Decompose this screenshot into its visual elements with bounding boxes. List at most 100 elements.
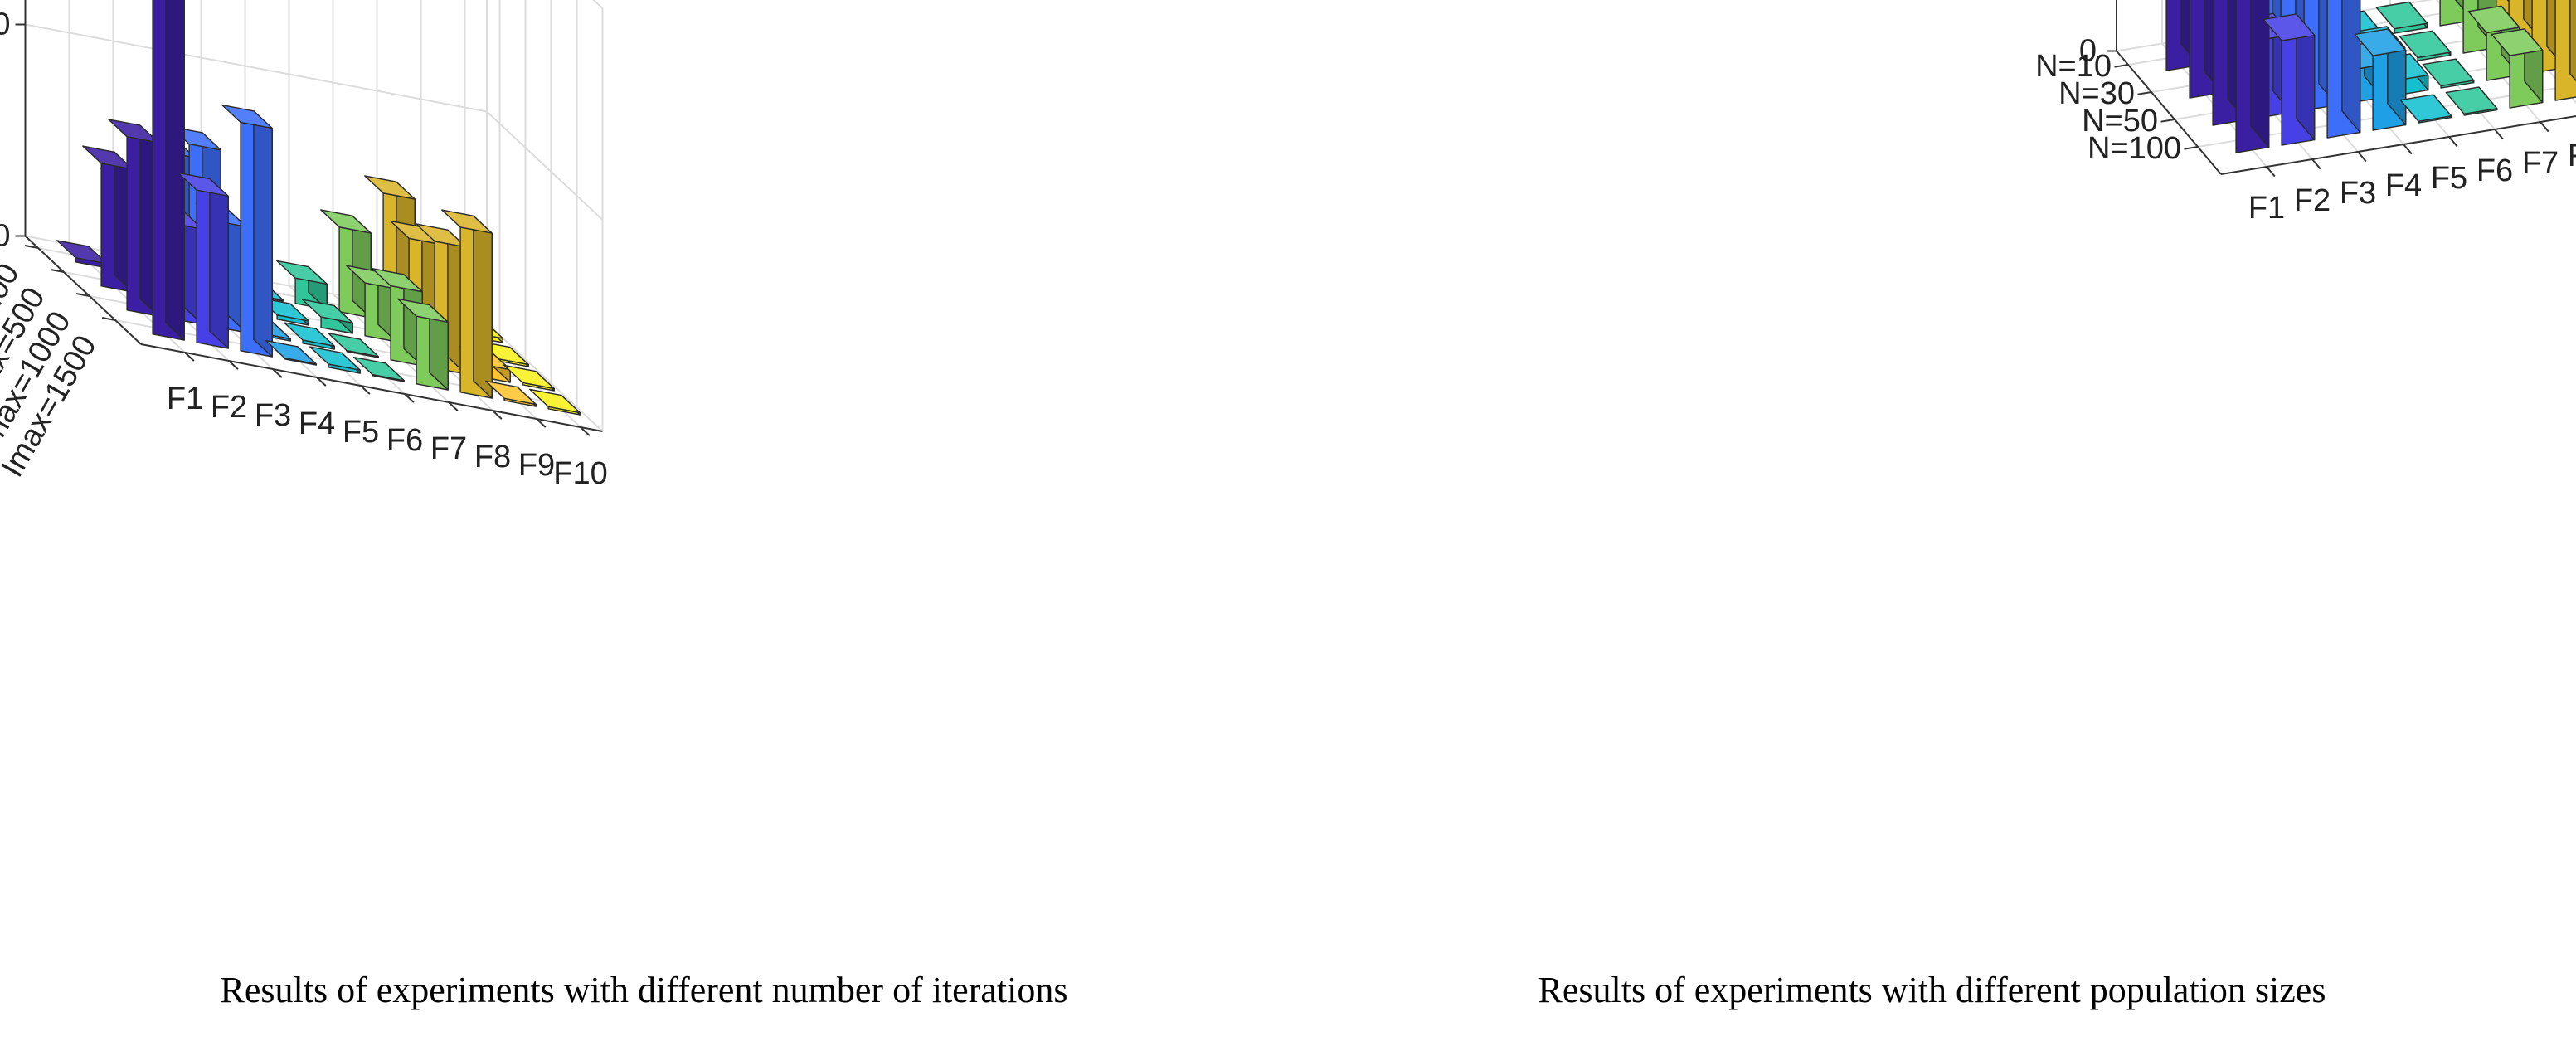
pop-bar-top xyxy=(2399,30,2452,59)
iter-x-tick-label-0: F1 xyxy=(167,382,203,416)
pop-x-tick-2 xyxy=(2357,151,2367,163)
pop-y-tick-0 xyxy=(2114,64,2129,68)
iter-x-tick-1 xyxy=(228,360,239,370)
iter-bar-side xyxy=(209,178,229,349)
pop-y-tick-2 xyxy=(2160,119,2175,123)
iter-x-tick-label-5: F6 xyxy=(386,423,423,458)
iter-bar-top xyxy=(82,145,134,170)
pop-y-tick-label-0: N=10 xyxy=(2035,49,2112,84)
iter-bar-Imax1500-F8 xyxy=(441,209,493,399)
iter-bar-Imax1500-F1 xyxy=(152,0,185,341)
pop-x-tick-label-5: F6 xyxy=(2476,153,2513,188)
iter-bar-side xyxy=(253,110,273,358)
iter-x-tick-9 xyxy=(580,426,591,436)
pop-bar-N50-F6 xyxy=(2422,58,2475,89)
iter-x-tick-2 xyxy=(272,368,283,378)
pop-bar-N100-F6 xyxy=(2445,86,2498,116)
pop-x-tick-6 xyxy=(2540,121,2549,133)
pop-bar-N10-F6 xyxy=(2375,1,2428,34)
pop-bar-top xyxy=(2445,86,2498,115)
pop-x-tick-label-6: F7 xyxy=(2522,146,2559,181)
iter-bar-top xyxy=(397,298,449,323)
iter-bar-top xyxy=(56,240,108,265)
iter-x-tick-label-1: F2 xyxy=(211,390,247,425)
pop-bar-side xyxy=(2341,0,2361,134)
iter-bar-Imax1500-F6 xyxy=(353,357,405,382)
pop-axes: 0100200F1F2F3F4F5F6F7F8F9F10N=10N=30N=50… xyxy=(2035,0,2576,226)
iter-bar-Imax100-F6 xyxy=(276,260,328,310)
pop-y-tick-3 xyxy=(2184,146,2199,150)
caption-iterations: Results of experiments with different nu… xyxy=(220,970,1068,1010)
pop-bar-N100-F5 xyxy=(2399,94,2452,124)
iter-y-tick-2 xyxy=(75,293,90,297)
iter-bar-top xyxy=(284,322,335,347)
iter-bar-Imax1500-F4 xyxy=(265,340,317,366)
iter-bar-top xyxy=(364,175,416,200)
iter-bar-side xyxy=(473,215,493,399)
pop-bar-N100-F8 xyxy=(2554,0,2576,101)
pop-bar-N100-F1 xyxy=(2235,0,2270,153)
iter-x-tick-4 xyxy=(360,385,371,395)
iter-bars xyxy=(56,0,581,416)
iter-x-tick-label-2: F3 xyxy=(255,398,291,433)
iter-z-tick-label-0: 0 xyxy=(0,219,11,254)
iter-x-tick-label-9: F10 xyxy=(553,456,607,491)
iter-bar-Imax1500-F9 xyxy=(485,380,537,407)
pop-x-tick-label-3: F4 xyxy=(2385,168,2422,203)
pop-x-tick-5 xyxy=(2494,129,2504,140)
iter-bar-top xyxy=(485,380,537,406)
pop-x-tick-label-0: F1 xyxy=(2248,191,2285,226)
pop-bars xyxy=(2165,0,2576,153)
caption-population: Results of experiments with different po… xyxy=(1538,970,2326,1010)
pop-x-tick-label-1: F2 xyxy=(2294,183,2331,218)
iter-bar-top xyxy=(529,388,581,414)
pop-bar-N30-F6 xyxy=(2399,30,2452,61)
iter-x-tick-6 xyxy=(448,401,459,411)
iter-bar-Imax1500-F10 xyxy=(529,388,581,416)
pop-x-tick-label-2: F3 xyxy=(2340,176,2376,211)
iter-bar-top xyxy=(108,119,159,144)
pop-x-tick-0 xyxy=(2266,166,2276,178)
chart-population: 0100200F1F2F3F4F5F6F7F8F9F10N=10N=30N=50… xyxy=(1288,0,2576,1041)
pop-bar-N100-F2 xyxy=(2263,13,2316,146)
iter-x-tick-3 xyxy=(316,377,327,387)
iter-x-tick-0 xyxy=(184,352,195,362)
iter-axes: 0100200F1F2F3F4F5F6F7F8F9F10Imax=100Imax… xyxy=(0,0,608,491)
iter-x-tick-label-3: F4 xyxy=(299,406,335,441)
iter-y-tick-1 xyxy=(50,269,65,273)
iter-bar-Imax1000-F6 xyxy=(328,333,379,358)
iter-bar-Imax1500-F5 xyxy=(309,346,361,374)
iter-bar-top xyxy=(265,340,317,365)
iter-x-tick-5 xyxy=(404,393,415,403)
pop-bar-N100-F4 xyxy=(2354,28,2407,131)
iter-bar-Imax100-F1 xyxy=(56,240,108,269)
iter-bar-top xyxy=(441,209,493,234)
iter-bar-Imax1500-F3 xyxy=(221,104,273,358)
iter-y-tick-3 xyxy=(101,317,116,321)
iter-bar-top xyxy=(353,357,405,382)
iter-grid-z-2 xyxy=(592,0,604,9)
chart-iterations: 0100200F1F2F3F4F5F6F7F8F9F10Imax=100Imax… xyxy=(0,0,1068,1010)
iter-bar-Imax1000-F10 xyxy=(503,364,555,392)
iter-x-tick-label-4: F5 xyxy=(343,415,379,450)
pop-bar-top xyxy=(2422,58,2475,87)
pop-y-tick-label-2: N=50 xyxy=(2082,104,2158,139)
pop-x-tick-label-7: F8 xyxy=(2568,139,2576,173)
pop-y-tick-label-3: N=100 xyxy=(2088,131,2181,166)
iter-bar-Imax500-F6 xyxy=(302,299,353,334)
pop-bar-side xyxy=(2250,0,2270,148)
pop-z-tick-label-0: 0 xyxy=(2079,34,2097,69)
pop-x-tick-4 xyxy=(2448,136,2458,148)
pop-bar-top xyxy=(2354,28,2407,56)
iter-x-tick-7 xyxy=(492,410,503,420)
pop-x-tick-1 xyxy=(2311,158,2321,170)
pop-y-tick-1 xyxy=(2137,91,2152,95)
iter-bar-top xyxy=(503,364,555,390)
pop-x-axis xyxy=(2220,114,2576,175)
iter-bar-top xyxy=(328,333,379,358)
iter-bar-top xyxy=(276,260,328,285)
pop-y-axis xyxy=(2116,50,2222,175)
iter-y-axis xyxy=(24,235,142,345)
iter-x-tick-8 xyxy=(536,418,547,428)
iter-bar-top xyxy=(177,172,229,197)
